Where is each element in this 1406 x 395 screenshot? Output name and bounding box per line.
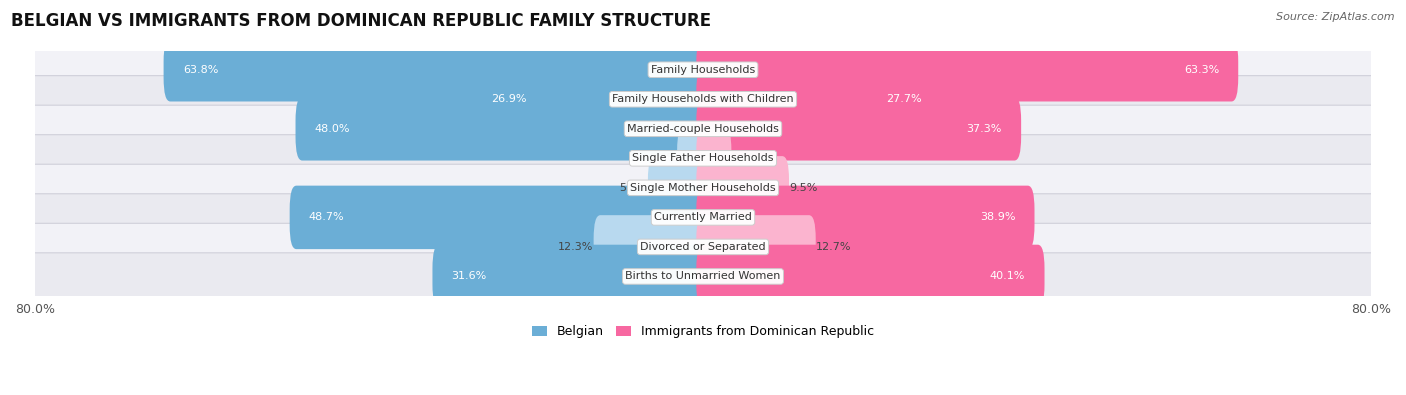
Text: 2.6%: 2.6% [731,153,759,163]
FancyBboxPatch shape [32,46,1374,93]
Text: 26.9%: 26.9% [491,94,526,104]
FancyBboxPatch shape [593,215,710,278]
Text: Source: ZipAtlas.com: Source: ZipAtlas.com [1277,12,1395,22]
FancyBboxPatch shape [32,164,1374,211]
Text: 9.5%: 9.5% [789,183,817,193]
Text: Family Households with Children: Family Households with Children [612,94,794,104]
Text: 31.6%: 31.6% [451,271,486,282]
FancyBboxPatch shape [32,76,1374,123]
Text: Currently Married: Currently Married [654,213,752,222]
FancyBboxPatch shape [696,245,1045,308]
FancyBboxPatch shape [471,68,710,131]
Text: 38.9%: 38.9% [980,213,1015,222]
Text: 37.3%: 37.3% [966,124,1002,134]
FancyBboxPatch shape [696,215,815,278]
FancyBboxPatch shape [678,126,710,190]
Text: Family Households: Family Households [651,65,755,75]
FancyBboxPatch shape [295,97,710,160]
Text: Single Mother Households: Single Mother Households [630,183,776,193]
FancyBboxPatch shape [32,253,1374,300]
Text: 27.7%: 27.7% [886,94,922,104]
Text: Single Father Households: Single Father Households [633,153,773,163]
FancyBboxPatch shape [32,194,1374,241]
Text: 12.7%: 12.7% [815,242,851,252]
FancyBboxPatch shape [696,68,941,131]
Text: 63.8%: 63.8% [183,65,218,75]
FancyBboxPatch shape [32,223,1374,271]
Text: 40.1%: 40.1% [990,271,1025,282]
FancyBboxPatch shape [696,126,731,190]
FancyBboxPatch shape [32,135,1374,182]
Text: 48.0%: 48.0% [315,124,350,134]
FancyBboxPatch shape [290,186,710,249]
Text: Married-couple Households: Married-couple Households [627,124,779,134]
Legend: Belgian, Immigrants from Dominican Republic: Belgian, Immigrants from Dominican Repub… [527,320,879,343]
FancyBboxPatch shape [163,38,710,102]
Text: Divorced or Separated: Divorced or Separated [640,242,766,252]
FancyBboxPatch shape [32,105,1374,152]
Text: Births to Unmarried Women: Births to Unmarried Women [626,271,780,282]
FancyBboxPatch shape [433,245,710,308]
Text: 63.3%: 63.3% [1184,65,1219,75]
Text: BELGIAN VS IMMIGRANTS FROM DOMINICAN REPUBLIC FAMILY STRUCTURE: BELGIAN VS IMMIGRANTS FROM DOMINICAN REP… [11,12,711,30]
FancyBboxPatch shape [696,38,1239,102]
FancyBboxPatch shape [696,156,789,220]
Text: 48.7%: 48.7% [309,213,344,222]
FancyBboxPatch shape [696,97,1021,160]
FancyBboxPatch shape [648,156,710,220]
Text: 5.8%: 5.8% [620,183,648,193]
Text: 2.3%: 2.3% [648,153,678,163]
FancyBboxPatch shape [696,186,1035,249]
Text: 12.3%: 12.3% [558,242,593,252]
